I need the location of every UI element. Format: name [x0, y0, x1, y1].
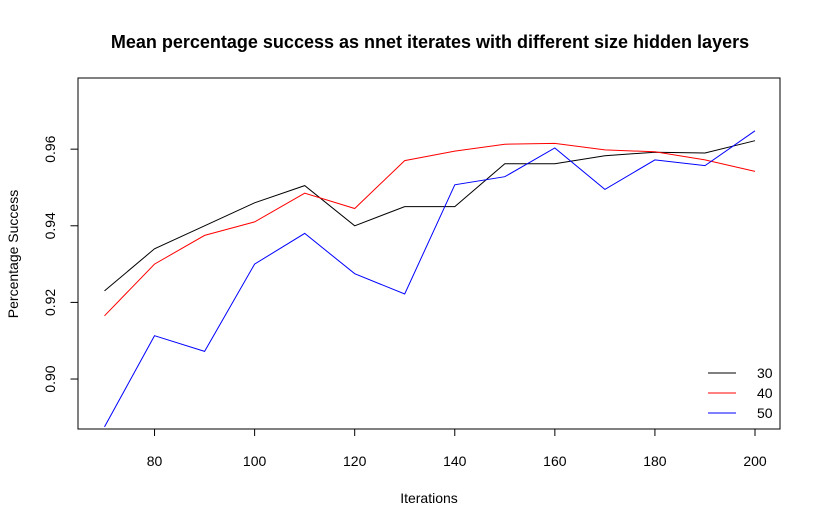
series-line-50 [104, 130, 756, 428]
plot-frame [77, 77, 781, 430]
series-lines [104, 130, 756, 428]
legend-label-50: 50 [757, 405, 773, 421]
x-tick-label: 180 [643, 453, 667, 469]
y-tick-label: 0.90 [42, 365, 58, 392]
y-tick-label: 0.94 [42, 212, 58, 239]
legend-label-40: 40 [757, 385, 773, 401]
x-axis-label: Iterations [400, 490, 458, 506]
x-tick-label: 100 [243, 453, 267, 469]
x-tick-label: 120 [343, 453, 367, 469]
x-tick-label: 140 [443, 453, 467, 469]
legend: 30 40 50 [708, 365, 773, 421]
series-line-30 [104, 140, 756, 292]
chart-title: Mean percentage success as nnet iterates… [111, 32, 749, 52]
y-tick-label: 0.96 [42, 135, 58, 162]
y-axis-label: Percentage Success [5, 190, 21, 318]
x-axis: 80 100 120 140 160 180 200 [147, 429, 767, 469]
x-tick-label: 200 [743, 453, 767, 469]
legend-label-30: 30 [757, 365, 773, 381]
series-line-40 [104, 142, 756, 317]
x-tick-label: 160 [543, 453, 567, 469]
y-axis: 0.90 0.92 0.94 0.96 [42, 135, 78, 393]
x-tick-label: 80 [147, 453, 163, 469]
y-tick-label: 0.92 [42, 289, 58, 316]
